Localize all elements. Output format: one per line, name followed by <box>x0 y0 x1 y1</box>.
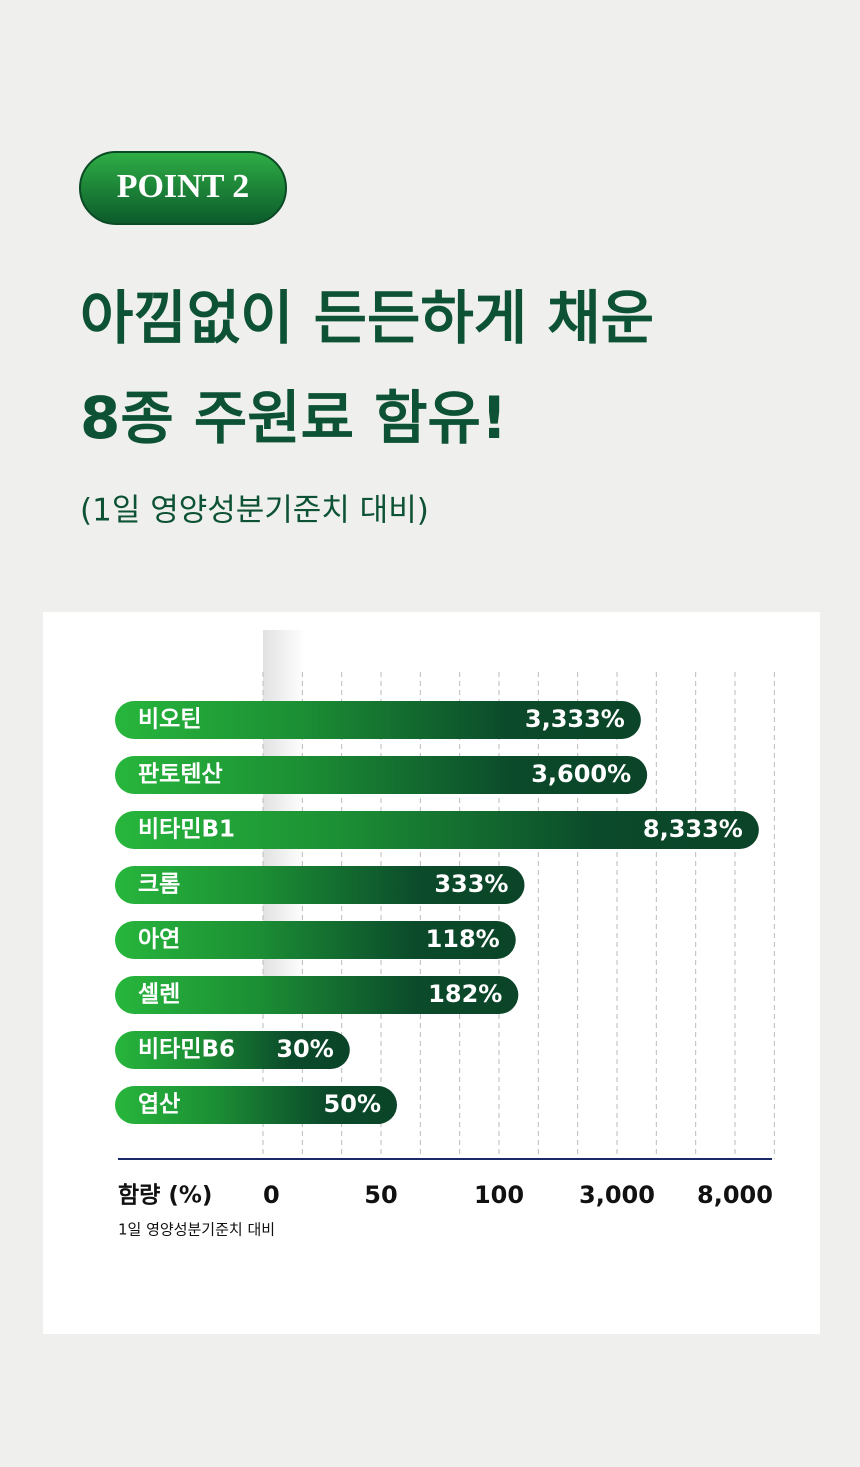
bar <box>115 701 641 739</box>
category-label: 크롬 <box>138 872 180 898</box>
category-label: 아연 <box>138 927 180 953</box>
category-label: 비타민B6 <box>138 1037 235 1063</box>
bar <box>115 866 525 904</box>
bar <box>115 811 759 849</box>
value-label: 118% <box>426 925 500 953</box>
title-line: 아낌없이 든든하게 채운 <box>80 284 654 352</box>
subtitle: (1일 영양성분기준치 대비) <box>80 493 429 529</box>
x-axis-label: 함량 (%) <box>118 1183 212 1209</box>
category-label: 판토텐산 <box>138 762 223 788</box>
title-line: 8종 주원료 함유! <box>80 384 507 452</box>
bar <box>115 1031 350 1069</box>
x-tick-label: 50 <box>364 1181 397 1209</box>
x-tick-label: 8,000 <box>697 1181 773 1209</box>
value-label: 333% <box>434 870 508 898</box>
category-label: 비타민B1 <box>138 817 235 843</box>
badge <box>79 151 287 225</box>
badge-text: POINT 2 <box>117 168 250 205</box>
x-tick-label: 100 <box>474 1181 524 1209</box>
value-label: 30% <box>276 1035 333 1063</box>
chart: 0 50 100 3,000 8,000 함량 (%) 1일 영양성분기준치 대비 비오틴 3,… <box>115 672 775 1239</box>
bar <box>115 921 516 959</box>
value-label: 182% <box>428 980 502 1008</box>
category-label: 엽산 <box>138 1092 180 1118</box>
value-label: 50% <box>324 1090 381 1118</box>
x-tick-label: 3,000 <box>579 1181 655 1209</box>
category-label: 비오틴 <box>138 707 201 733</box>
bar <box>115 976 519 1014</box>
category-label: 셀렌 <box>138 982 180 1008</box>
x-tick-label: 0 <box>263 1181 280 1209</box>
value-label: 3,600% <box>531 760 631 788</box>
value-label: 8,333% <box>643 815 743 843</box>
bar <box>115 756 648 794</box>
x-axis-sublabel: 1일 영양성분기준치 대비 <box>118 1221 275 1239</box>
bar <box>115 1086 397 1124</box>
value-label: 3,333% <box>525 705 625 733</box>
